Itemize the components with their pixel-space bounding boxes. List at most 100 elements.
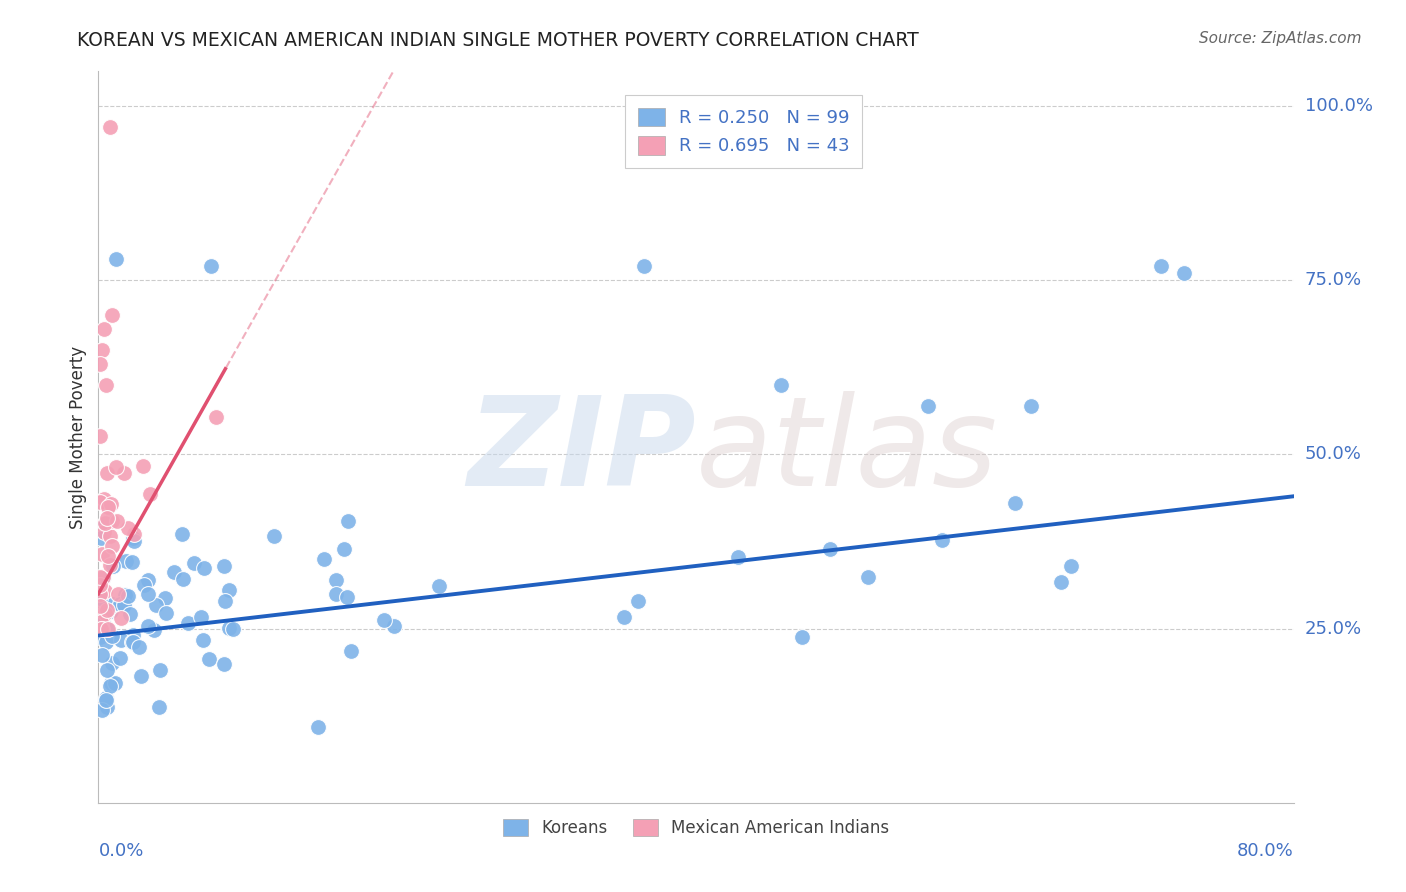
Point (333, 541, 356, 556)
Point (307, 720, 329, 734)
Point (104, 252, 127, 267)
Point (90, 615, 112, 630)
Point (121, 555, 143, 569)
Point (97, 622, 120, 636)
Point (94, 691, 117, 706)
Point (214, 558, 236, 573)
Point (118, 607, 141, 622)
Point (112, 598, 135, 612)
Point (101, 539, 124, 553)
Point (128, 640, 150, 654)
Text: 75.0%: 75.0% (1305, 271, 1362, 289)
Point (93, 618, 115, 632)
Point (101, 514, 124, 528)
Point (143, 623, 166, 637)
Point (613, 610, 636, 624)
Point (89, 577, 111, 591)
Point (136, 619, 159, 633)
Point (96, 466, 118, 480)
Point (94, 618, 117, 632)
Point (108, 597, 131, 611)
Point (91, 343, 114, 357)
Point (89, 428, 111, 442)
Text: 50.0%: 50.0% (1305, 445, 1361, 464)
Point (90, 531, 112, 545)
Text: atlas: atlas (696, 392, 998, 512)
Point (117, 589, 139, 603)
Point (89, 622, 111, 636)
Point (193, 633, 215, 648)
Point (856, 570, 879, 584)
Point (325, 574, 347, 588)
Text: 25.0%: 25.0% (1305, 620, 1362, 638)
Point (101, 308, 124, 322)
Point (105, 514, 128, 528)
Point (98, 120, 122, 134)
Point (90, 608, 112, 623)
Point (112, 467, 135, 481)
Point (97, 549, 120, 563)
Point (1149, 260, 1171, 274)
Point (94, 607, 117, 621)
Point (90, 648, 112, 663)
Point (134, 578, 156, 592)
Point (263, 529, 285, 543)
Point (100, 675, 122, 690)
Point (340, 644, 363, 658)
Legend: Koreans, Mexican American Indians: Koreans, Mexican American Indians (495, 811, 897, 846)
Point (91, 571, 114, 585)
Point (101, 656, 124, 670)
Point (214, 594, 236, 608)
Point (114, 554, 136, 568)
Point (96, 663, 118, 677)
Text: Source: ZipAtlas.com: Source: ZipAtlas.com (1198, 31, 1361, 46)
Point (1173, 266, 1195, 280)
Point (89, 591, 111, 606)
Point (177, 616, 200, 631)
Point (96, 510, 118, 524)
Point (89, 570, 111, 584)
Point (818, 542, 841, 557)
Text: KOREAN VS MEXICAN AMERICAN INDIAN SINGLE MOTHER POVERTY CORRELATION CHART: KOREAN VS MEXICAN AMERICAN INDIAN SINGLE… (77, 31, 920, 50)
Point (198, 651, 221, 665)
Point (1004, 496, 1026, 510)
Point (1050, 574, 1073, 589)
Point (931, 533, 953, 547)
Point (131, 669, 153, 683)
Point (89, 630, 111, 644)
Point (200, 260, 222, 274)
Point (633, 260, 655, 274)
Point (94, 516, 117, 530)
Text: 80.0%: 80.0% (1237, 842, 1294, 860)
Point (94, 634, 117, 648)
Point (94, 618, 117, 632)
Point (101, 629, 124, 643)
Point (1060, 558, 1083, 573)
Point (204, 409, 226, 424)
Text: ZIP: ZIP (467, 392, 696, 512)
Point (108, 650, 131, 665)
Point (114, 587, 136, 601)
Point (89, 587, 111, 601)
Point (91, 622, 114, 636)
Point (183, 556, 205, 570)
Point (90, 547, 112, 561)
Point (627, 594, 650, 608)
Point (325, 587, 347, 601)
Point (373, 613, 395, 627)
Point (97, 500, 120, 515)
Point (89, 599, 111, 613)
Point (172, 572, 194, 586)
Point (148, 700, 170, 714)
Point (94, 516, 117, 531)
Point (727, 550, 749, 565)
Point (100, 497, 122, 511)
Point (121, 634, 143, 648)
Point (115, 591, 138, 605)
Point (122, 533, 145, 548)
Point (101, 559, 124, 574)
Point (121, 628, 143, 642)
Point (139, 487, 162, 501)
Point (91, 703, 114, 717)
Point (122, 634, 145, 648)
